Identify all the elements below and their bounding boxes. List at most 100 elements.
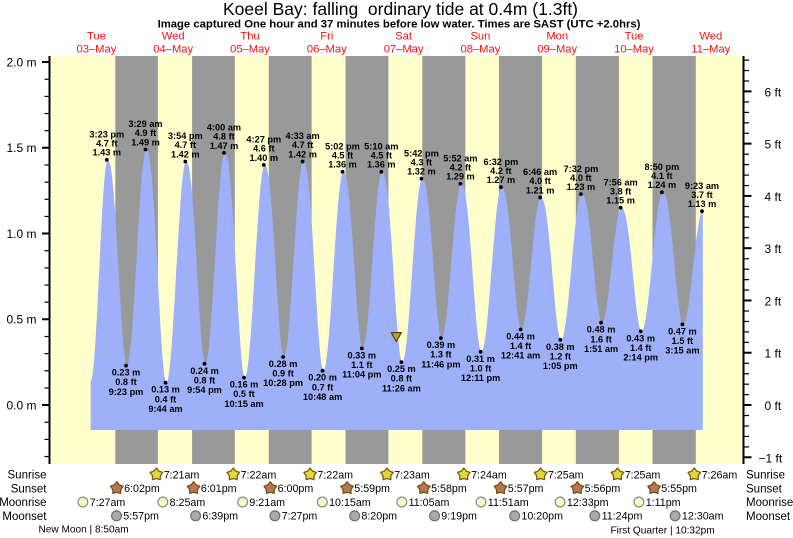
svg-text:6:32 pm: 6:32 pm (484, 157, 519, 167)
svg-text:1.21 m: 1.21 m (526, 185, 555, 195)
svg-text:1.36 m: 1.36 m (367, 160, 396, 170)
svg-text:09–May: 09–May (537, 44, 577, 56)
svg-text:Wed: Wed (699, 30, 722, 42)
svg-text:4.5 ft: 4.5 ft (371, 151, 392, 161)
svg-text:0.0 m: 0.0 m (6, 398, 36, 412)
svg-text:5 ft: 5 ft (765, 138, 782, 152)
svg-text:1.5 m: 1.5 m (6, 141, 36, 155)
svg-text:11:24pm: 11:24pm (602, 511, 643, 523)
svg-text:5:02 pm: 5:02 pm (325, 142, 360, 152)
svg-text:1.32 m: 1.32 m (407, 167, 436, 177)
svg-text:Sun: Sun (470, 30, 490, 42)
svg-text:9:21am: 9:21am (249, 497, 285, 509)
svg-text:1.24 m: 1.24 m (648, 180, 677, 190)
svg-text:0.48 m: 0.48 m (587, 325, 616, 335)
svg-text:8:20pm: 8:20pm (361, 511, 397, 523)
svg-text:1.43 m: 1.43 m (92, 148, 121, 158)
svg-text:5:42 pm: 5:42 pm (404, 148, 439, 158)
svg-text:11:05am: 11:05am (409, 497, 450, 509)
svg-text:7:24am: 7:24am (471, 469, 507, 481)
svg-text:9:23 pm: 9:23 pm (109, 387, 144, 397)
svg-text:1.49 m: 1.49 m (131, 137, 160, 147)
svg-text:12:11 pm: 12:11 pm (461, 373, 500, 383)
svg-text:12:41 am: 12:41 am (501, 351, 540, 361)
svg-text:4.7 ft: 4.7 ft (292, 140, 313, 150)
svg-text:4:00 am: 4:00 am (207, 123, 241, 133)
svg-text:7:56 am: 7:56 am (603, 178, 637, 188)
svg-text:Wed: Wed (162, 30, 185, 42)
svg-text:0.8 ft: 0.8 ft (194, 375, 215, 385)
svg-text:3:15 am: 3:15 am (665, 346, 699, 356)
svg-text:11:04 pm: 11:04 pm (342, 370, 381, 380)
svg-text:04–May: 04–May (153, 44, 193, 56)
svg-text:New Moon | 8:50am: New Moon | 8:50am (39, 524, 129, 535)
svg-text:0.5 ft: 0.5 ft (233, 389, 254, 399)
svg-text:6:01pm: 6:01pm (201, 483, 237, 495)
svg-text:1.6 ft: 1.6 ft (590, 334, 611, 344)
svg-text:4.5 ft: 4.5 ft (332, 151, 353, 161)
svg-text:Fri: Fri (320, 30, 333, 42)
svg-text:03–May: 03–May (76, 44, 116, 56)
svg-text:10:28 pm: 10:28 pm (263, 378, 303, 388)
svg-text:1.2 ft: 1.2 ft (550, 351, 571, 361)
svg-text:Sunrise: Sunrise (746, 470, 785, 482)
svg-text:11:51am: 11:51am (488, 497, 529, 509)
svg-text:7:25am: 7:25am (548, 469, 584, 481)
svg-text:0.16 m: 0.16 m (230, 380, 259, 390)
svg-text:7:27am: 7:27am (90, 497, 126, 509)
svg-text:0.5 m: 0.5 m (6, 313, 36, 327)
svg-text:0.25 m: 0.25 m (387, 364, 416, 374)
svg-text:Moonrise: Moonrise (746, 497, 793, 509)
svg-text:10:15am: 10:15am (329, 497, 371, 509)
svg-text:Sunset: Sunset (746, 483, 783, 495)
svg-text:Sunrise: Sunrise (8, 470, 47, 482)
svg-text:1.29 m: 1.29 m (446, 172, 475, 182)
svg-text:0.39 m: 0.39 m (427, 340, 456, 350)
svg-text:4:33 am: 4:33 am (285, 131, 319, 141)
svg-text:7:23am: 7:23am (394, 469, 430, 481)
svg-text:0 ft: 0 ft (765, 399, 782, 413)
svg-text:0.44 m: 0.44 m (506, 332, 535, 342)
svg-text:1.5 ft: 1.5 ft (672, 336, 693, 346)
svg-text:0.31 m: 0.31 m (466, 354, 495, 364)
svg-text:Koeel Bay: falling ordinary t: Koeel Bay: falling ordinary tide at 0.4m… (223, 0, 578, 19)
svg-text:1.40 m: 1.40 m (249, 153, 278, 163)
svg-text:1.4 ft: 1.4 ft (630, 343, 651, 353)
svg-text:7:32 pm: 7:32 pm (564, 164, 599, 174)
svg-text:9:44 am: 9:44 am (148, 404, 182, 414)
svg-text:8:25am: 8:25am (170, 497, 206, 509)
svg-text:0.33 m: 0.33 m (347, 350, 376, 360)
svg-text:7:22am: 7:22am (317, 469, 353, 481)
svg-text:6:39pm: 6:39pm (202, 511, 238, 523)
svg-text:0.43 m: 0.43 m (626, 333, 655, 343)
svg-text:7:22am: 7:22am (241, 469, 277, 481)
svg-text:5:52 am: 5:52 am (443, 154, 477, 164)
svg-text:9:23 am: 9:23 am (685, 181, 719, 191)
svg-text:1.47 m: 1.47 m (210, 141, 239, 151)
svg-text:1 ft: 1 ft (765, 347, 782, 361)
svg-text:Sunset: Sunset (11, 483, 48, 495)
svg-text:0.47 m: 0.47 m (668, 326, 697, 336)
svg-text:1.1 ft: 1.1 ft (351, 360, 372, 370)
svg-text:1.15 m: 1.15 m (606, 196, 635, 206)
svg-text:2.0 m: 2.0 m (6, 55, 36, 69)
svg-text:5:10 am: 5:10 am (364, 142, 398, 152)
svg-text:9:54 pm: 9:54 pm (187, 385, 222, 395)
svg-text:3.7 ft: 3.7 ft (691, 190, 712, 200)
svg-text:08–May: 08–May (460, 44, 500, 56)
svg-text:4 ft: 4 ft (765, 190, 782, 204)
svg-text:0.24 m: 0.24 m (190, 366, 219, 376)
svg-text:0.4 ft: 0.4 ft (155, 394, 176, 404)
svg-text:Tue: Tue (87, 30, 106, 42)
svg-text:0.8 ft: 0.8 ft (391, 374, 412, 384)
svg-text:Mon: Mon (546, 30, 568, 42)
svg-text:11:46 pm: 11:46 pm (421, 359, 460, 369)
svg-text:Tue: Tue (625, 30, 644, 42)
svg-text:4.9 ft: 4.9 ft (135, 128, 156, 138)
svg-text:10:20pm: 10:20pm (521, 511, 563, 523)
svg-text:2 ft: 2 ft (765, 295, 782, 309)
svg-text:1.42 m: 1.42 m (288, 149, 317, 159)
svg-text:Image captured One hour and 37: Image captured One hour and 37 minutes b… (158, 19, 641, 31)
svg-text:6:00pm: 6:00pm (278, 483, 314, 495)
svg-text:1:05 pm: 1:05 pm (543, 361, 578, 371)
